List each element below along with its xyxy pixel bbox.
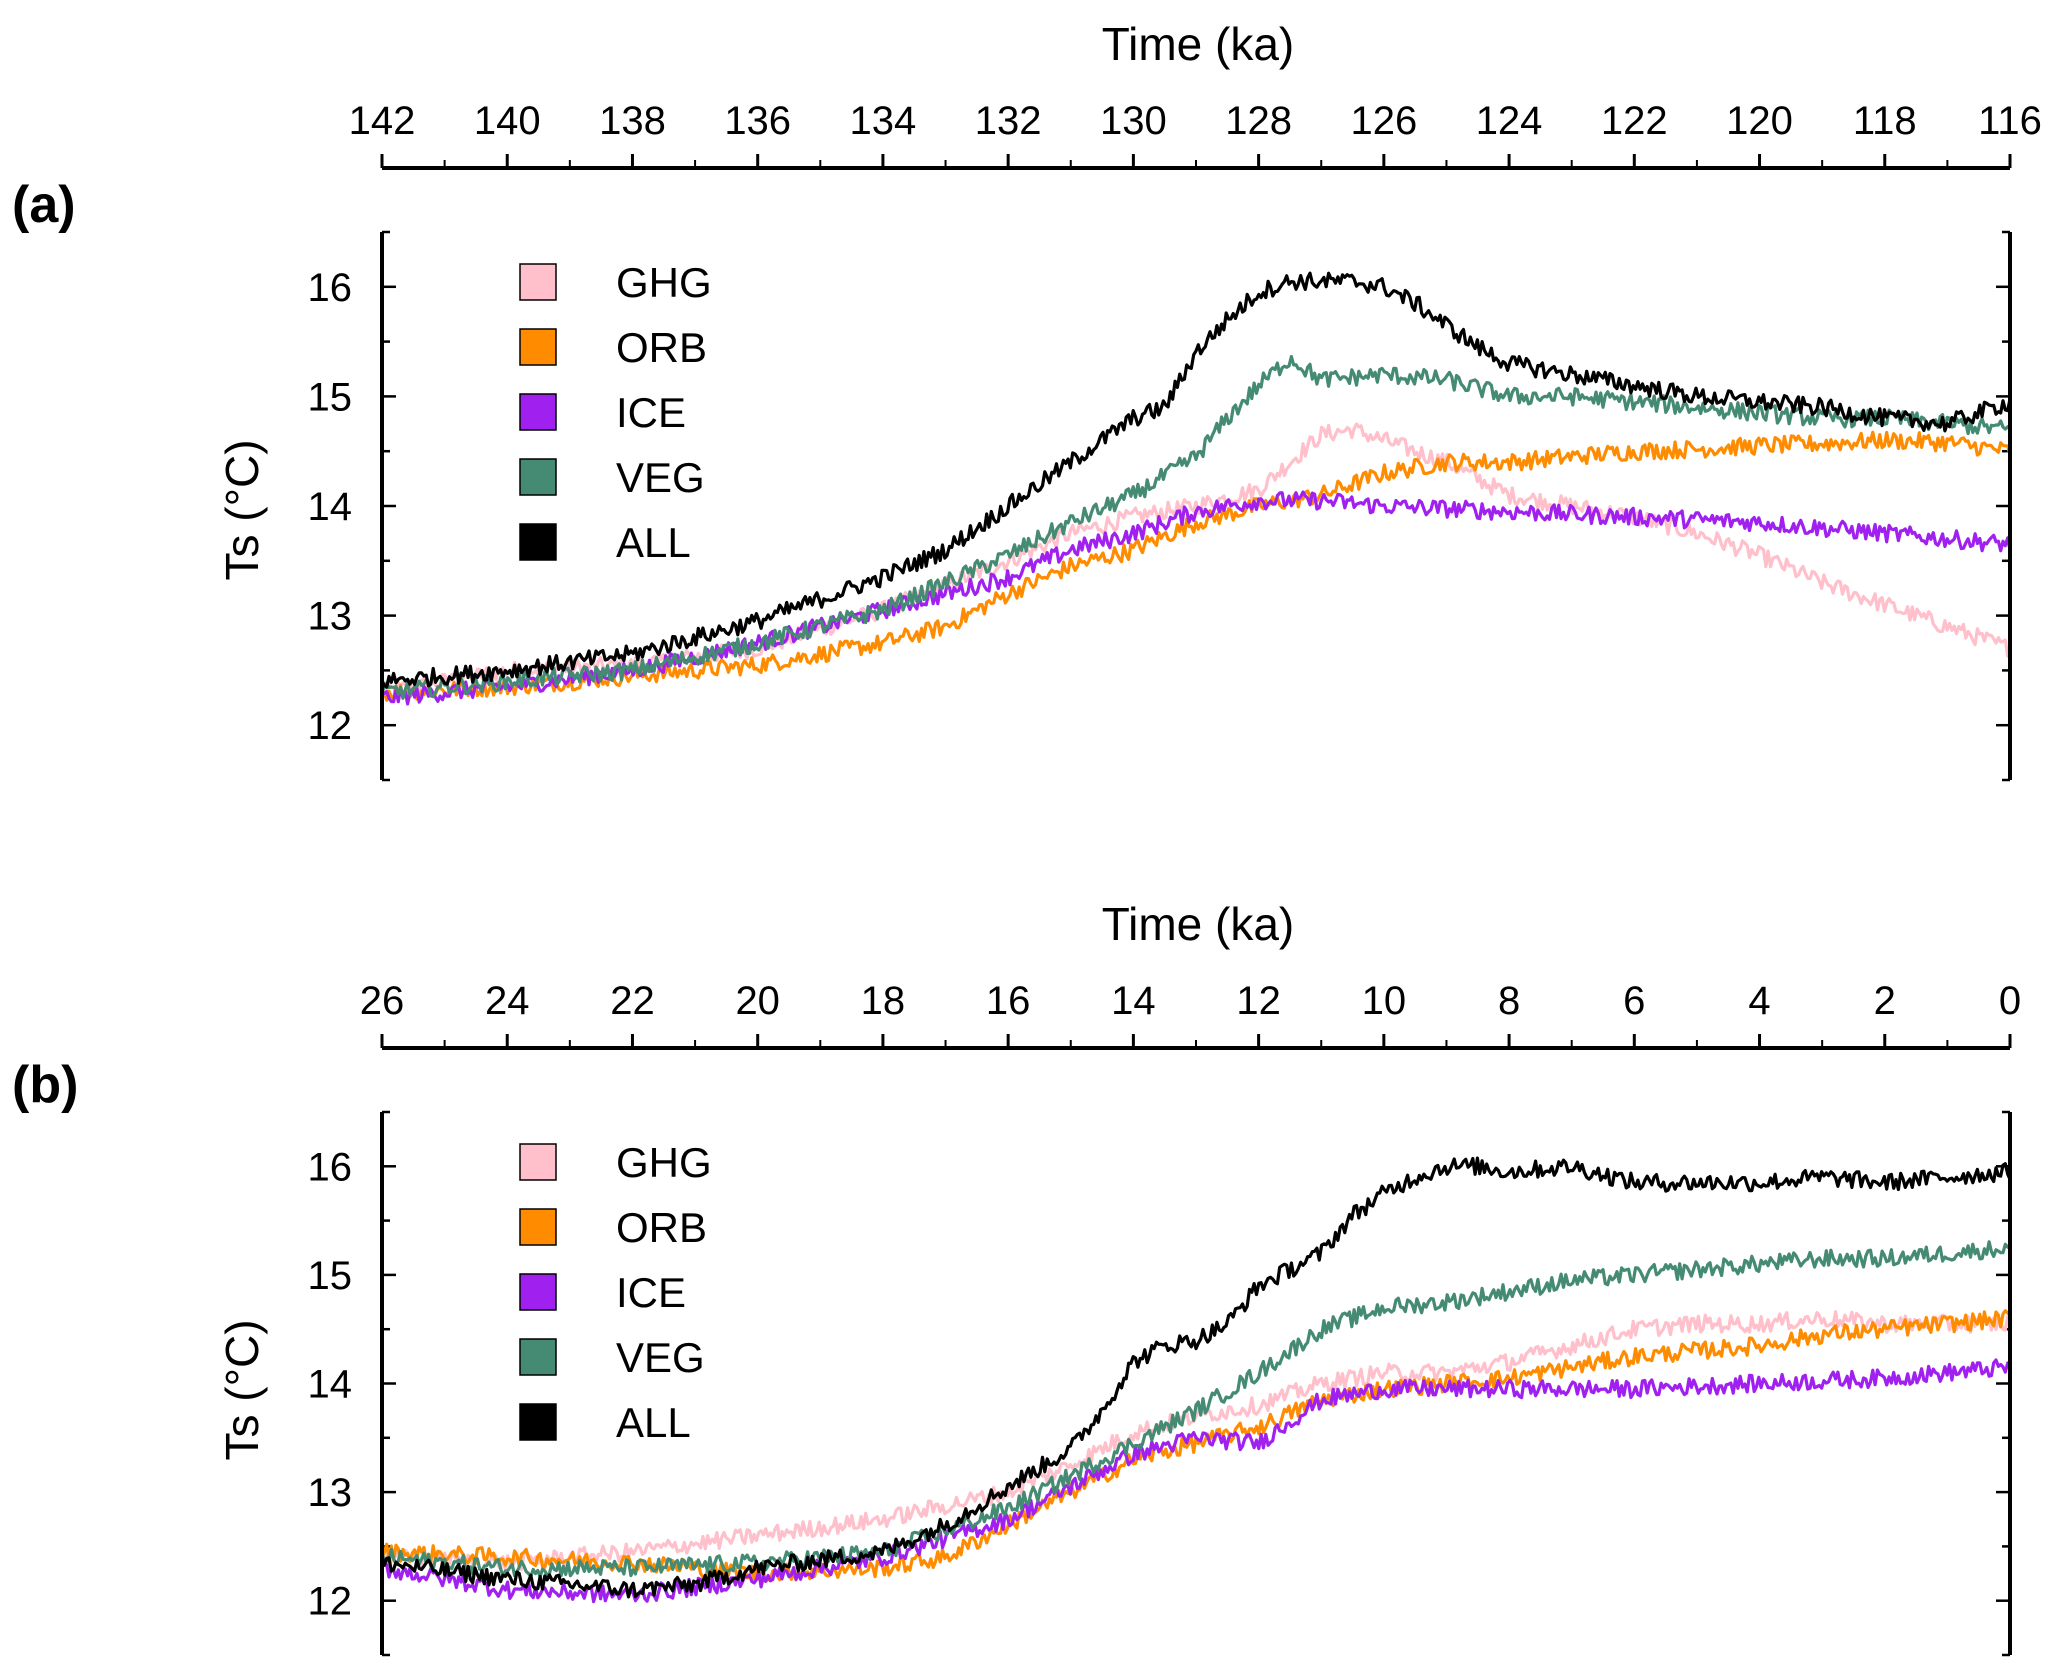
panel-a-legend-label-veg: VEG [616,454,705,501]
panel-b-label: (b) [12,1056,78,1114]
panel-a-x-tick-label: 140 [474,99,541,143]
panel-a-x-tick-label: 138 [599,99,666,143]
panel-b-y-tick-label: 16 [308,1145,353,1189]
panel-b-x-tick-label: 12 [1236,979,1281,1023]
panel-b-legend-label-veg: VEG [616,1334,705,1381]
panel-b-x-tick-label: 18 [861,979,906,1023]
panel-a-x-tick-label: 132 [975,99,1042,143]
panel-a-y-tick-label: 15 [308,375,353,419]
panel-b-x-tick-label: 26 [360,979,405,1023]
panel-a-series-all [380,271,2012,689]
panel-a-legend-swatch-veg [519,458,557,496]
panel-b-x-tick-label: 16 [986,979,1031,1023]
panel-a-legend-label-orb: ORB [616,324,707,371]
panel-a-y-ticks: 12 13 14 15 16 [308,230,2010,782]
panel-a-x-tick-label: 122 [1601,99,1668,143]
panel-b-x-tick-label: 4 [1748,979,1770,1023]
panel-b-chart: Time (ka) (b) Ts (°C) 26 24 22 20 18 16 14 12 10… [12,898,2021,1657]
panel-b-legend-swatch-ice [519,1273,557,1311]
panel-a-legend-swatch-ghg [519,263,557,301]
panel-b-x-ticks: 26 24 22 20 18 16 14 12 10 8 6 4 2 0 [360,979,2021,1048]
panel-b-legend-swatch-orb [519,1208,557,1246]
panel-b-y-tick-label: 14 [308,1363,353,1407]
panel-a-x-ticks: 142 140 138 136 134 132 130 128 126 124 122 120 118 1… [349,99,2042,168]
panel-a-series-group [380,271,2012,706]
panel-b-legend-label-orb: ORB [616,1204,707,1251]
panel-b-x-tick-label: 2 [1874,979,1896,1023]
panel-b-legend-swatch-veg [519,1338,557,1376]
panel-b-legend-swatch-ghg [519,1143,557,1181]
panel-b-y-tick-label: 13 [308,1471,353,1515]
panel-a-x-tick-label: 118 [1853,99,1917,143]
panel-b-series-ghg [380,1310,2012,1572]
panel-b-x-axis-title: Time (ka) [1102,898,1295,950]
panel-a-legend-label-ghg: GHG [616,259,712,306]
panel-a-legend-swatch-ice [519,393,557,431]
panel-b-series-veg [380,1240,2011,1579]
panel-b-legend-label-ghg: GHG [616,1139,712,1186]
panel-b-x-tick-label: 22 [610,979,655,1023]
panel-a-legend-label-all: ALL [616,519,691,566]
panel-a-legend-swatch-orb [519,328,557,366]
panel-b-y-tick-label: 12 [308,1580,353,1624]
panel-b-x-tick-label: 8 [1498,979,1520,1023]
panel-b-x-tick-label: 0 [1999,979,2021,1023]
panel-a-legend-swatch-all [519,523,557,561]
panel-b-x-tick-label: 24 [485,979,530,1023]
panel-b-legend: GHG ORB ICE VEG ALL [519,1139,712,1446]
panel-a-x-tick-label: 130 [1100,99,1167,143]
panel-a-y-tick-label: 14 [308,485,353,529]
panel-a-y-axis-title: Ts (°C) [216,439,268,580]
panel-a-x-tick-label: 116 [1978,99,2042,143]
panel-b-y-tick-label: 15 [308,1254,353,1298]
panel-a-label: (a) [12,176,76,234]
panel-a-x-tick-label: 128 [1225,99,1292,143]
panel-b-legend-label-ice: ICE [616,1269,686,1316]
panel-a-y-tick-label: 16 [308,266,353,310]
panel-a-x-tick-label: 142 [349,99,416,143]
panel-b-legend-swatch-all [519,1403,557,1441]
panel-a-x-axis-title: Time (ka) [1102,18,1295,70]
panel-a-x-tick-label: 120 [1726,99,1793,143]
panel-a-chart: Time (ka) (a) Ts (°C) 142 140 138 136 134 132… [12,18,2042,782]
panel-b-y-axis-title: Ts (°C) [216,1319,268,1460]
panel-a-x-tick-label: 124 [1476,99,1543,143]
panel-b-y-ticks: 12 13 14 15 16 [308,1110,2010,1657]
panel-b-series-all [380,1156,2012,1599]
panel-b-x-tick-label: 14 [1111,979,1156,1023]
panel-b-legend-label-all: ALL [616,1399,691,1446]
panel-a-x-tick-label: 136 [724,99,791,143]
panel-b-x-tick-label: 10 [1362,979,1407,1023]
panel-a-y-tick-label: 12 [308,704,353,748]
panel-a-legend-label-ice: ICE [616,389,686,436]
panel-a-y-tick-label: 13 [308,595,353,639]
panel-a-series-orb [381,430,2012,702]
panel-a-x-tick-label: 126 [1350,99,1417,143]
panel-a-x-tick-label: 134 [850,99,917,143]
panel-b-x-tick-label: 6 [1623,979,1645,1023]
panel-a-series-veg [380,354,2011,700]
panel-a-legend: GHG ORB ICE VEG ALL [519,259,712,566]
panel-b-series-group [380,1156,2012,1604]
panel-a-series-ghg [380,422,2011,698]
panel-b-x-tick-label: 20 [735,979,780,1023]
